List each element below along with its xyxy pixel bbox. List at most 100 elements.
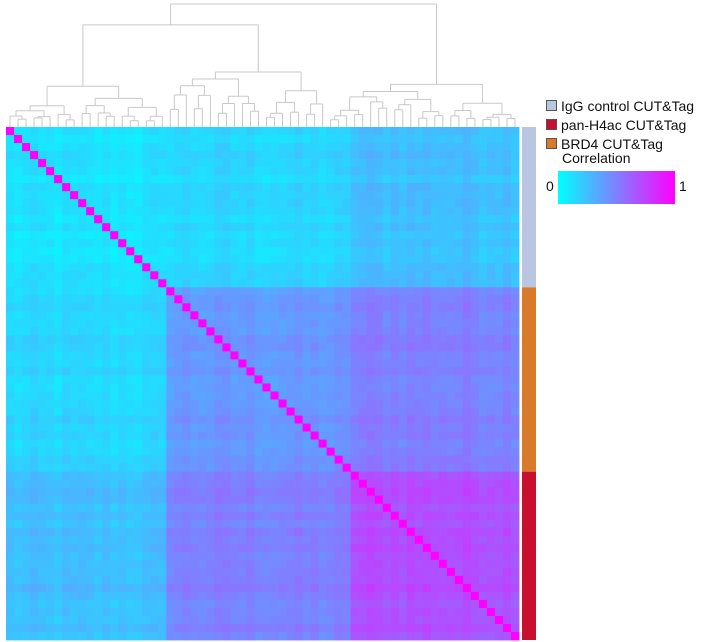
heatmap-cell bbox=[366, 399, 376, 408]
heatmap-cell bbox=[158, 543, 167, 553]
heatmap-cell bbox=[230, 551, 239, 561]
heatmap-cell bbox=[462, 503, 472, 513]
heatmap-cell bbox=[142, 519, 151, 529]
heatmap-cell bbox=[238, 383, 247, 392]
heatmap-cell bbox=[486, 135, 496, 144]
heatmap-cell bbox=[230, 399, 239, 408]
heatmap-cell bbox=[142, 295, 151, 304]
heatmap-cell bbox=[382, 135, 392, 144]
heatmap-cell bbox=[118, 471, 127, 481]
heatmap-cell bbox=[14, 399, 23, 408]
heatmap-cell bbox=[502, 287, 512, 296]
heatmap-cell bbox=[78, 535, 87, 545]
heatmap-cell bbox=[126, 239, 135, 248]
heatmap-cell bbox=[190, 175, 199, 184]
heatmap-cell bbox=[214, 527, 223, 537]
heatmap-cell bbox=[54, 159, 63, 168]
heatmap-cell bbox=[166, 367, 175, 376]
heatmap-cell bbox=[454, 487, 464, 497]
heatmap-cell bbox=[310, 159, 320, 168]
heatmap-cell bbox=[422, 455, 432, 465]
heatmap-cell bbox=[302, 599, 311, 609]
heatmap-cell bbox=[86, 359, 95, 368]
heatmap-cell bbox=[470, 471, 480, 481]
heatmap-cell bbox=[214, 511, 223, 521]
heatmap-cell bbox=[62, 519, 71, 529]
heatmap-cell bbox=[318, 415, 328, 424]
heatmap-cell bbox=[510, 263, 520, 272]
heatmap-cell bbox=[254, 271, 263, 280]
heatmap-cell bbox=[110, 559, 119, 569]
heatmap-cell bbox=[294, 295, 303, 304]
heatmap-cell bbox=[262, 495, 271, 505]
heatmap-cell bbox=[150, 383, 159, 392]
heatmap-cell bbox=[294, 191, 303, 200]
heatmap-cell bbox=[30, 343, 39, 352]
heatmap-cell bbox=[118, 223, 127, 232]
heatmap-cell bbox=[198, 327, 207, 336]
heatmap-cell bbox=[270, 527, 279, 537]
heatmap-cell bbox=[510, 431, 520, 441]
heatmap-cell bbox=[118, 271, 127, 280]
heatmap-cell bbox=[134, 167, 143, 176]
heatmap-cell bbox=[150, 423, 159, 432]
heatmap-cell bbox=[78, 495, 87, 505]
heatmap-cell bbox=[334, 439, 344, 449]
heatmap-cell bbox=[62, 295, 71, 304]
heatmap-cell bbox=[198, 207, 207, 216]
heatmap-cell bbox=[30, 399, 39, 408]
heatmap-cell bbox=[398, 135, 408, 144]
heatmap-cell bbox=[238, 143, 247, 152]
heatmap-cell bbox=[438, 607, 448, 617]
heatmap-cell bbox=[246, 599, 255, 609]
heatmap-cell bbox=[110, 159, 119, 168]
heatmap-cell bbox=[350, 583, 360, 593]
heatmap-cell bbox=[222, 407, 231, 416]
heatmap-cell bbox=[158, 511, 167, 521]
heatmap-cell bbox=[62, 135, 71, 144]
heatmap-cell bbox=[166, 623, 175, 633]
heatmap-cell bbox=[206, 471, 215, 481]
heatmap-cell bbox=[238, 583, 247, 593]
heatmap-cell bbox=[94, 319, 103, 328]
heatmap-cell bbox=[446, 439, 456, 449]
heatmap-cell bbox=[358, 207, 368, 216]
heatmap-cell bbox=[254, 375, 263, 384]
heatmap-cell bbox=[286, 519, 295, 529]
heatmap-cell bbox=[366, 391, 376, 400]
heatmap-cell bbox=[86, 303, 95, 312]
heatmap-cell bbox=[358, 607, 368, 617]
heatmap-cell bbox=[102, 591, 111, 601]
heatmap-cell bbox=[374, 391, 384, 400]
heatmap-cell bbox=[478, 215, 488, 224]
heatmap-cell bbox=[150, 271, 159, 280]
heatmap-cell bbox=[462, 319, 472, 328]
heatmap-cell bbox=[470, 239, 480, 248]
heatmap-cell bbox=[278, 255, 287, 264]
heatmap-cell bbox=[414, 503, 424, 513]
heatmap-cell bbox=[262, 439, 271, 449]
heatmap-cell bbox=[302, 239, 311, 248]
heatmap-cell bbox=[462, 167, 472, 176]
heatmap-cell bbox=[206, 535, 215, 545]
heatmap-cell bbox=[6, 319, 15, 328]
heatmap-cell bbox=[46, 239, 55, 248]
heatmap-cell bbox=[366, 127, 376, 136]
heatmap-cell bbox=[190, 623, 199, 633]
heatmap-cell bbox=[246, 215, 255, 224]
heatmap-cell bbox=[70, 519, 79, 529]
heatmap-cell bbox=[358, 303, 368, 312]
heatmap-cell bbox=[182, 375, 191, 384]
heatmap-cell bbox=[422, 247, 432, 256]
heatmap-cell bbox=[366, 279, 376, 288]
heatmap-cell bbox=[222, 463, 231, 473]
heatmap-cell bbox=[326, 159, 336, 168]
heatmap-cell bbox=[406, 383, 416, 392]
heatmap-cell bbox=[454, 575, 464, 585]
heatmap-cell bbox=[366, 199, 376, 208]
heatmap-cell bbox=[342, 535, 352, 545]
heatmap-cell bbox=[182, 631, 191, 641]
heatmap-cell bbox=[334, 519, 344, 529]
heatmap-cell bbox=[510, 591, 520, 601]
heatmap-cell bbox=[358, 479, 368, 489]
